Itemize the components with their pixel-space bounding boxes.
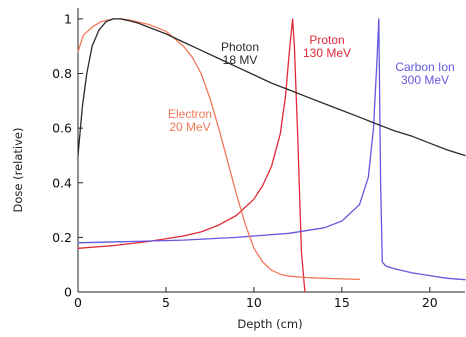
ticks: 0 5 10 15 20 0 0.2 0.4 0.6 0.8 1 — [52, 11, 438, 310]
x-tick-label: 10 — [246, 295, 262, 310]
x-tick-label: 20 — [422, 295, 438, 310]
carbon-ion-dose-curve — [77, 18, 466, 281]
y-axis-label: Dose (relative) — [11, 128, 25, 213]
carbon-ion-label-line: 300 MeV — [401, 73, 449, 87]
electron-label-line: 20 MeV — [169, 120, 210, 134]
proton-dose-curve — [77, 18, 306, 293]
y-tick-label: 0.2 — [52, 230, 72, 245]
electron-label-line: Electron — [168, 107, 212, 121]
proton-label-line: Proton — [309, 33, 344, 47]
x-tick-label: 5 — [162, 295, 170, 310]
y-tick-label: 0.8 — [52, 66, 72, 81]
y-tick-label: 0 — [64, 285, 72, 300]
carbon-ion-label-line: Carbon Ion — [395, 60, 454, 74]
y-tick-label: 1 — [64, 11, 72, 26]
y-tick-label: 0.6 — [52, 121, 72, 136]
photon-label-line: 18 MV — [223, 53, 258, 67]
y-tick-label: 0.4 — [52, 175, 72, 190]
series-group — [77, 18, 466, 293]
x-axis-label: Depth (cm) — [237, 317, 302, 331]
x-tick-label: 0 — [74, 295, 82, 310]
photon-dose-curve — [77, 18, 466, 157]
axes — [77, 8, 465, 293]
proton-label-line: 130 MeV — [303, 46, 351, 60]
x-tick-label: 15 — [334, 295, 350, 310]
photon-label-line: Photon — [221, 40, 259, 54]
